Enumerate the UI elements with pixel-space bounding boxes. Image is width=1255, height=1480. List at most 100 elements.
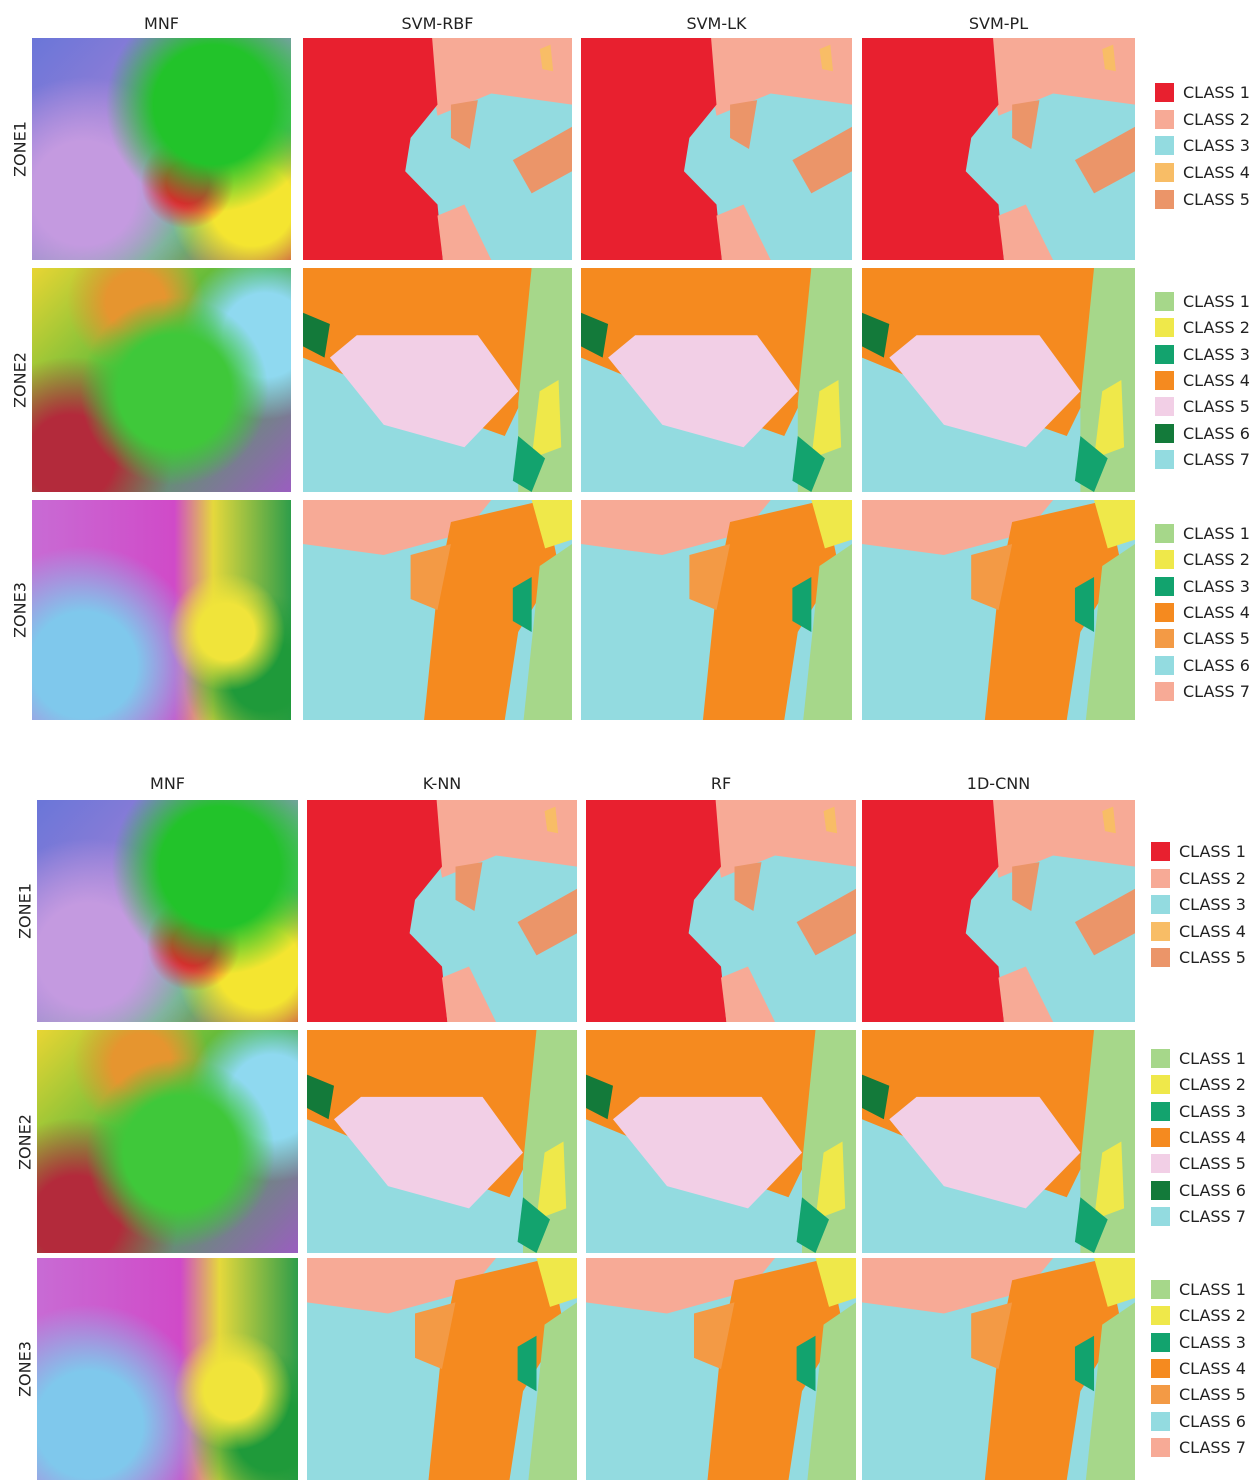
- column-title: MNF: [144, 14, 179, 33]
- legend-swatch: [1151, 1280, 1170, 1299]
- legend-swatch: [1155, 318, 1174, 337]
- legend-item: CLASS 1: [1155, 292, 1250, 311]
- legend-label: CLASS 1: [1179, 1049, 1246, 1068]
- legend-item: CLASS 5: [1151, 1154, 1246, 1173]
- legend-label: CLASS 3: [1183, 136, 1250, 155]
- map-svg: [581, 38, 852, 260]
- classification-map: [303, 268, 572, 492]
- map-svg: [303, 268, 572, 492]
- map-svg: [303, 38, 572, 260]
- page: {"blocks": [ {"columns": ["MNF", "SVM-RB…: [0, 0, 1255, 1480]
- legend-swatch: [1151, 869, 1170, 888]
- legend-label: CLASS 2: [1179, 1075, 1246, 1094]
- classification-map: [581, 500, 852, 720]
- legend-label: CLASS 1: [1179, 842, 1246, 861]
- legend-item: CLASS 4: [1155, 603, 1250, 622]
- legend-swatch: [1151, 895, 1170, 914]
- legend-label: CLASS 2: [1183, 318, 1250, 337]
- legend-label: CLASS 3: [1179, 895, 1246, 914]
- legend-item: CLASS 2: [1151, 869, 1246, 888]
- classification-map: [581, 268, 852, 492]
- map-svg: [307, 800, 577, 1022]
- legend-label: CLASS 5: [1183, 629, 1250, 648]
- legend-item: CLASS 6: [1151, 1181, 1246, 1200]
- mnf-image: [32, 38, 291, 260]
- legend-item: CLASS 3: [1155, 136, 1250, 155]
- classification-map: [862, 800, 1135, 1022]
- legend-swatch: [1155, 83, 1174, 102]
- mnf-image: [32, 500, 291, 720]
- legend-item: CLASS 3: [1155, 577, 1250, 596]
- legend-swatch: [1151, 922, 1170, 941]
- classification-map: [862, 1030, 1135, 1253]
- legend-item: CLASS 3: [1151, 1102, 1246, 1121]
- legend-item: CLASS 6: [1155, 656, 1250, 675]
- classification-map: [586, 800, 856, 1022]
- legend-item: CLASS 1: [1155, 524, 1250, 543]
- legend-item: CLASS 2: [1155, 318, 1250, 337]
- legend-label: CLASS 5: [1183, 397, 1250, 416]
- legend-swatch: [1151, 842, 1170, 861]
- legend-swatch: [1155, 190, 1174, 209]
- zone-label: ZONE1: [16, 883, 35, 939]
- map-svg: [581, 500, 852, 720]
- mnf-image: [37, 1258, 298, 1480]
- legend-swatch: [1155, 550, 1174, 569]
- legend-label: CLASS 7: [1183, 682, 1250, 701]
- zone-label: ZONE3: [11, 582, 30, 638]
- map-svg: [307, 1030, 577, 1253]
- legend-label: CLASS 5: [1179, 1154, 1246, 1173]
- legend-swatch: [1151, 1333, 1170, 1352]
- legend-label: CLASS 1: [1183, 292, 1250, 311]
- legend-label: CLASS 2: [1179, 1306, 1246, 1325]
- legend-swatch: [1155, 450, 1174, 469]
- map-svg: [862, 268, 1135, 492]
- column-title: K-NN: [423, 774, 462, 793]
- column-title: SVM-PL: [969, 14, 1028, 33]
- legend-item: CLASS 4: [1151, 1359, 1246, 1378]
- legend-swatch: [1151, 948, 1170, 967]
- legend-label: CLASS 5: [1179, 948, 1246, 967]
- legend-label: CLASS 7: [1179, 1207, 1246, 1226]
- legend-item: CLASS 5: [1151, 948, 1246, 967]
- classification-map: [307, 1258, 577, 1480]
- legend-swatch: [1151, 1154, 1170, 1173]
- mnf-image: [37, 800, 298, 1022]
- legend-label: CLASS 2: [1179, 869, 1246, 888]
- legend-swatch: [1151, 1438, 1170, 1457]
- legend-item: CLASS 1: [1151, 1280, 1246, 1299]
- classification-map: [586, 1030, 856, 1253]
- classification-map: [862, 268, 1135, 492]
- map-svg: [862, 1030, 1135, 1253]
- legend-item: CLASS 2: [1151, 1075, 1246, 1094]
- legend-label: CLASS 6: [1183, 424, 1250, 443]
- legend-label: CLASS 4: [1179, 1359, 1246, 1378]
- legend-item: CLASS 1: [1155, 83, 1250, 102]
- legend-item: CLASS 5: [1155, 397, 1250, 416]
- legend-item: CLASS 5: [1151, 1385, 1246, 1404]
- legend-label: CLASS 2: [1183, 110, 1250, 129]
- legend-swatch: [1155, 603, 1174, 622]
- classification-map: [586, 1258, 856, 1480]
- mnf-image: [32, 268, 291, 492]
- legend-item: CLASS 4: [1155, 163, 1250, 182]
- legend-swatch: [1151, 1306, 1170, 1325]
- legend-item: CLASS 7: [1151, 1438, 1246, 1457]
- map-svg: [581, 268, 852, 492]
- legend-swatch: [1155, 629, 1174, 648]
- map-svg: [862, 1258, 1135, 1480]
- legend-item: CLASS 5: [1155, 629, 1250, 648]
- zone-label: ZONE1: [11, 121, 30, 177]
- legend-label: CLASS 6: [1179, 1181, 1246, 1200]
- column-title: RF: [711, 774, 731, 793]
- legend-label: CLASS 2: [1183, 550, 1250, 569]
- column-title: SVM-RBF: [402, 14, 474, 33]
- map-svg: [862, 38, 1135, 260]
- legend-label: CLASS 3: [1183, 577, 1250, 596]
- legend-swatch: [1151, 1412, 1170, 1431]
- legend-label: CLASS 1: [1183, 83, 1250, 102]
- legend-swatch: [1155, 524, 1174, 543]
- legend-item: CLASS 2: [1155, 110, 1250, 129]
- legend-label: CLASS 1: [1179, 1280, 1246, 1299]
- legend-item: CLASS 6: [1151, 1412, 1246, 1431]
